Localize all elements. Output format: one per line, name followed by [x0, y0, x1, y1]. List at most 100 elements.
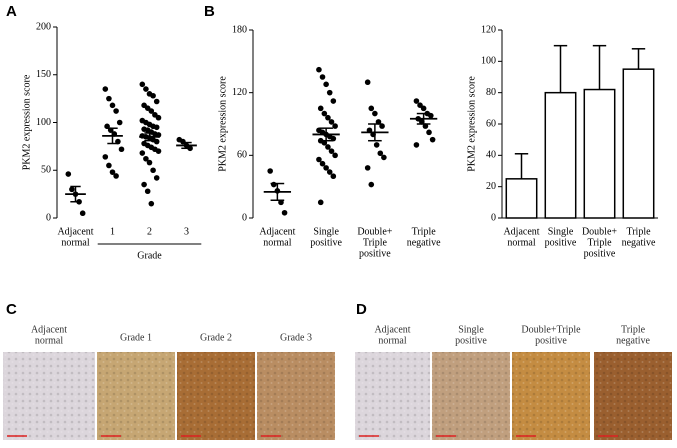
data-point: [381, 154, 387, 161]
micrograph-texture: [257, 352, 335, 440]
data-point: [316, 66, 322, 73]
data-point: [267, 168, 273, 174]
data-point: [109, 102, 116, 109]
data-point: [139, 81, 146, 88]
micrograph-texture: [432, 352, 510, 440]
data-point: [332, 152, 338, 159]
y-tick-label: 20: [486, 181, 496, 192]
data-point: [426, 129, 432, 136]
data-point: [106, 162, 112, 169]
x-tick-label: Double+: [357, 226, 392, 237]
data-point: [148, 200, 155, 207]
y-tick-label: 40: [486, 150, 496, 161]
y-tick-label: 120: [481, 24, 496, 35]
data-point: [317, 105, 324, 112]
micrograph-texture: [512, 352, 590, 440]
panel-label: D: [356, 301, 367, 318]
y-tick-label: 0: [491, 212, 496, 223]
image-caption: Adjacent: [374, 324, 410, 335]
data-point: [102, 86, 109, 92]
x-tick-label: Triple: [587, 237, 612, 248]
micrograph-texture: [3, 352, 95, 440]
data-point: [139, 150, 146, 156]
image-caption: normal: [35, 335, 64, 346]
x-tick-label: negative: [622, 237, 656, 248]
data-point: [364, 165, 371, 171]
y-axis-label: PKM2 expression score: [217, 76, 228, 172]
data-point: [116, 119, 123, 126]
y-tick-label: 150: [36, 69, 51, 80]
data-point: [328, 148, 335, 154]
x-tick-label: Triple: [363, 237, 388, 248]
bar: [544, 91, 577, 219]
data-point: [321, 110, 328, 117]
data-point: [326, 89, 333, 96]
data-point: [413, 98, 420, 104]
data-point: [319, 160, 326, 167]
x-tick-label: Single: [548, 226, 574, 237]
x-tick-label: Double+: [582, 226, 617, 237]
data-point: [319, 74, 326, 80]
data-point: [65, 171, 72, 177]
x-tick-label: positive: [359, 248, 391, 259]
panel-label: C: [6, 301, 17, 318]
data-point: [332, 123, 338, 129]
data-point: [144, 188, 151, 195]
data-point: [373, 142, 380, 148]
x-group-label: Grade: [137, 250, 162, 261]
panel-label: A: [6, 3, 17, 20]
data-point: [368, 105, 375, 112]
data-point: [420, 105, 427, 112]
data-point: [113, 108, 119, 114]
data-point: [143, 86, 149, 92]
micrograph-texture: [177, 352, 255, 440]
data-point: [153, 124, 160, 131]
y-axis-label: PKM2 expression score: [21, 74, 32, 170]
image-caption: Grade 1: [120, 332, 152, 343]
image-caption: positive: [535, 335, 567, 346]
y-tick-label: 180: [232, 24, 247, 35]
x-tick-label: 1: [110, 226, 115, 237]
data-point: [326, 169, 333, 175]
x-tick-label: positive: [545, 237, 577, 248]
data-point: [429, 136, 436, 143]
x-tick-label: Single: [313, 226, 339, 237]
data-point: [325, 144, 331, 150]
x-tick-label: positive: [310, 237, 342, 248]
image-caption: Single: [458, 324, 484, 335]
data-point: [328, 119, 335, 125]
micrograph-texture: [594, 352, 672, 440]
y-tick-label: 120: [232, 87, 247, 98]
y-tick-label: 60: [237, 150, 247, 161]
bar: [505, 178, 538, 219]
image-caption: Grade 2: [200, 332, 232, 343]
panel-label: B: [204, 3, 215, 20]
y-tick-label: 80: [486, 87, 496, 98]
y-tick-label: 60: [486, 118, 496, 129]
y-axis-label: PKM2 expression score: [466, 76, 477, 172]
data-point: [368, 181, 375, 188]
image-caption: Triple: [621, 324, 646, 335]
data-point: [79, 210, 86, 217]
y-tick-label: 0: [46, 212, 51, 223]
x-tick-label: 2: [147, 226, 152, 237]
y-tick-label: 100: [36, 117, 51, 128]
micrograph-texture: [355, 352, 430, 440]
x-tick-label: normal: [263, 237, 292, 248]
image-caption: normal: [378, 335, 407, 346]
x-tick-label: positive: [584, 248, 616, 259]
image-caption: positive: [455, 335, 487, 346]
data-point: [323, 81, 329, 88]
data-point: [150, 92, 156, 99]
data-point: [325, 114, 331, 121]
data-point: [102, 154, 109, 160]
data-point: [153, 138, 160, 145]
data-point: [323, 165, 329, 171]
bar: [583, 88, 616, 219]
data-point: [141, 181, 147, 188]
image-caption: Grade 3: [280, 332, 312, 343]
y-tick-label: 100: [481, 56, 496, 67]
data-point: [364, 79, 371, 86]
data-point: [417, 102, 423, 108]
data-point: [413, 142, 420, 148]
